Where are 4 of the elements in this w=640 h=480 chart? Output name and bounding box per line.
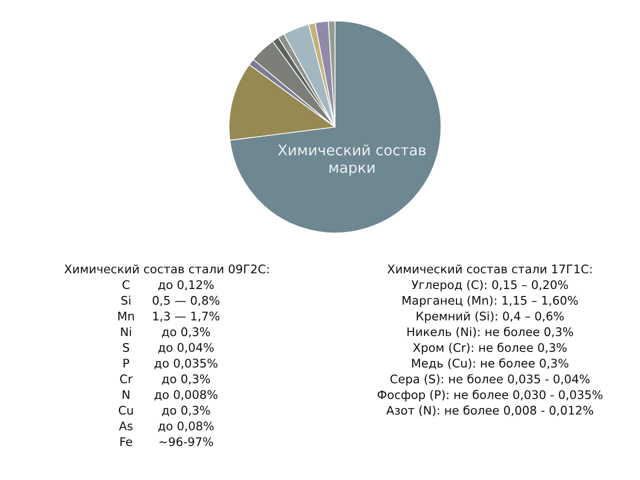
text: Химический состав стали 17Г1С: Углерод (C): 0,15 – 0,20% Марганец (Mn): 1,15 – 1,60% Кремний (Si): 0,4 – 0,6% Никель (Ni): не более 0,3% Хром (Cr): не более 0,3% Медь (Cu): не более 0,3% Сера (S): не более 0,035 - 0,04% Фосфор (P): не более 0,030 - 0,035% Азот (N): не более 0,008 - 0,012% — [378, 264, 602, 416]
text: Химический состав стали 09Г2С: C до 0,12% Si 0,5 — 0,8% Mn 1,3 — 1,7% Ni до 0,3% S до 0,04% P до 0,035% Cr до 0,3% N до 0,008% Cu до 0,3% As до 0,08% Fe ~96-97% — [64, 264, 269, 446]
pie-slice — [229, 20, 442, 234]
text: Химический состав марки — [278, 144, 426, 176]
